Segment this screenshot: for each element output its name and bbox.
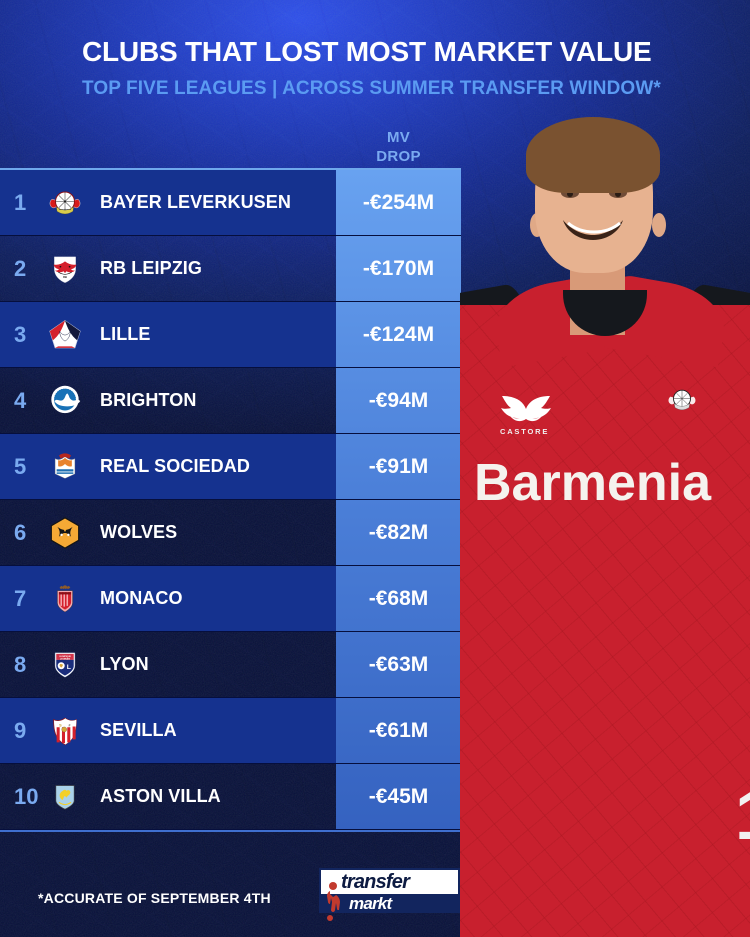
svg-text:F: F <box>69 723 71 727</box>
svg-text:OLYMPIQUE: OLYMPIQUE <box>59 655 71 657</box>
svg-text:S: S <box>59 723 62 727</box>
svg-text:LOSC: LOSC <box>61 342 71 346</box>
svg-text:RB: RB <box>63 275 67 279</box>
svg-text:Leverkusen: Leverkusen <box>59 209 72 211</box>
svg-text:L: L <box>67 663 71 670</box>
